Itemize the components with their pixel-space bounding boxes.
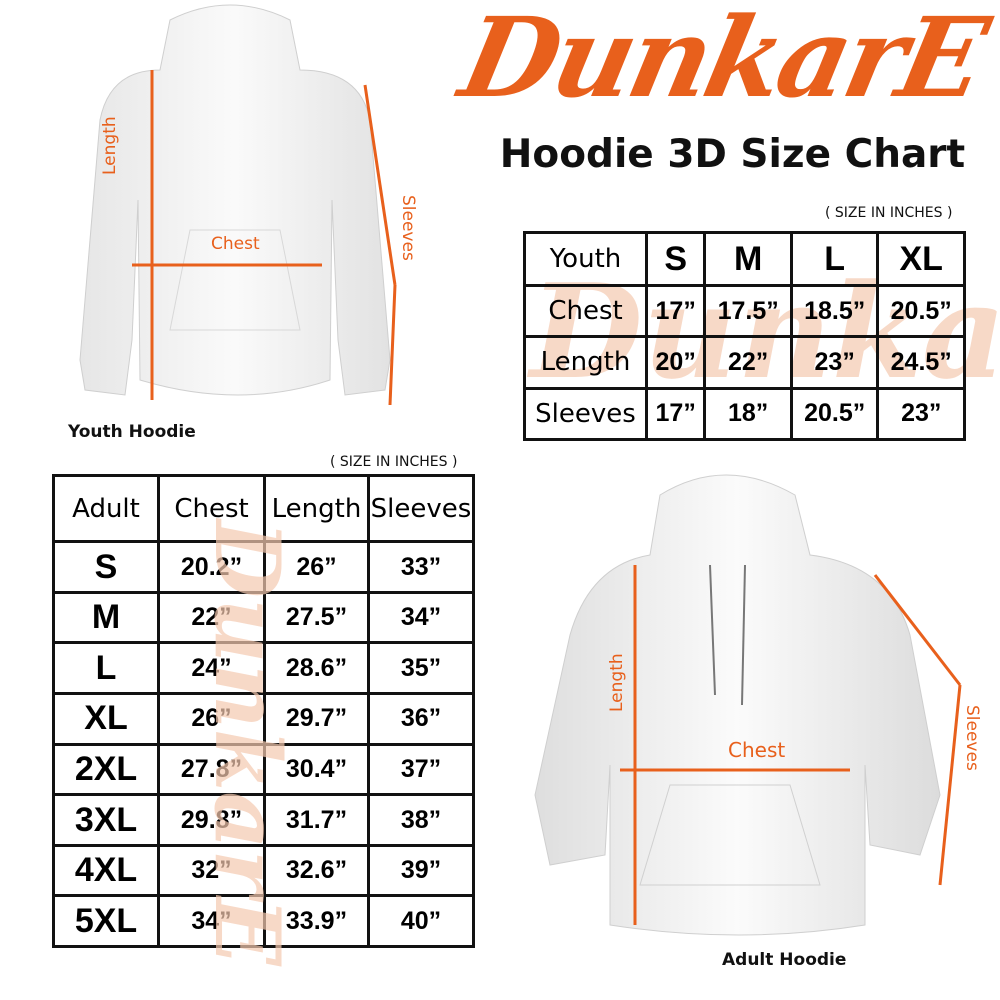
row-label: Sleeves (523, 386, 648, 442)
cell: 38” (367, 793, 475, 847)
cell: 24.5” (876, 335, 966, 390)
row-label: Length (523, 335, 648, 390)
cell: 20” (644, 335, 707, 390)
youth-chest-label: Chest (211, 234, 260, 254)
adult-sleeves-label: Sleeves (962, 705, 982, 771)
cell: 33.9” (263, 894, 370, 948)
header-cell: Chest (157, 473, 266, 544)
page-title: Hoodie 3D Size Chart (499, 132, 966, 177)
cell: 26” (263, 540, 370, 594)
cell: 20.2” (157, 540, 266, 594)
header-cell: S (644, 231, 707, 287)
size-label: 4XL (52, 843, 160, 898)
table-row: XL 26” 29.7” 36” (52, 692, 475, 746)
cell: 17” (644, 283, 707, 339)
youth-sleeves-label: Sleeves (398, 195, 418, 261)
youth-size-table: Youth S M L XL Chest 17” 17.5” 18.5” 20.… (523, 231, 966, 442)
cell: 27.5” (263, 590, 370, 645)
cell: 28.6” (263, 641, 370, 696)
youth-caption: Youth Hoodie (68, 422, 196, 442)
adult-chest-label: Chest (728, 738, 786, 762)
adult-hoodie-image (534, 474, 962, 936)
table-row: 4XL 32” 32.6” 39” (52, 843, 475, 898)
cell: 36” (367, 692, 475, 746)
row-label: Chest (523, 283, 648, 339)
size-label: 3XL (52, 793, 160, 847)
cell: 23” (789, 335, 880, 390)
youth-unit-note: ( SIZE IN INCHES ) (825, 205, 953, 221)
cell: 24” (157, 641, 266, 696)
size-label: 5XL (52, 894, 160, 948)
table-row: Chest 17” 17.5” 18.5” 20.5” (523, 283, 966, 339)
table-row: L 24” 28.6” 35” (52, 641, 475, 696)
cell: 22” (157, 590, 266, 645)
size-label: S (52, 540, 160, 594)
table-row: Sleeves 17” 18” 20.5” 23” (523, 386, 966, 442)
table-row: M 22” 27.5” 34” (52, 590, 475, 645)
header-cell: Adult (52, 473, 160, 544)
cell: 32.6” (263, 843, 370, 898)
cell: 29.8” (157, 793, 266, 847)
cell: 17.5” (703, 283, 793, 339)
brand-logo: DunkarE (450, 0, 995, 122)
cell: 34” (367, 590, 475, 645)
size-label: M (52, 590, 160, 645)
table-row: 5XL 34” 33.9” 40” (52, 894, 475, 948)
cell: 33” (367, 540, 475, 594)
cell: 17” (644, 386, 707, 442)
header-cell: Sleeves (367, 473, 475, 544)
table-row: S 20.2” 26” 33” (52, 540, 475, 594)
table-row: 3XL 29.8” 31.7” 38” (52, 793, 475, 847)
header-cell: Length (263, 473, 370, 544)
size-label: XL (52, 692, 160, 746)
cell: 35” (367, 641, 475, 696)
adult-size-table: Adult Chest Length Sleeves S 20.2” 26” 33” M… (52, 473, 475, 948)
cell: 18” (703, 386, 793, 442)
cell: 22” (703, 335, 793, 390)
cell: 20.5” (876, 283, 966, 339)
cell: 27.8” (157, 742, 266, 797)
table-row: 2XL 27.8” 30.4” 37” (52, 742, 475, 797)
header-cell: Youth (523, 231, 648, 287)
header-cell: L (789, 231, 880, 287)
cell: 23” (876, 386, 966, 442)
cell: 39” (367, 843, 475, 898)
cell: 30.4” (263, 742, 370, 797)
adult-unit-note: ( SIZE IN INCHES ) (330, 454, 458, 470)
header-cell: M (703, 231, 793, 287)
cell: 29.7” (263, 692, 370, 746)
cell: 31.7” (263, 793, 370, 847)
header-cell: XL (876, 231, 966, 287)
cell: 32” (157, 843, 266, 898)
cell: 40” (367, 894, 475, 948)
size-label: L (52, 641, 160, 696)
cell: 37” (367, 742, 475, 797)
cell: 34” (157, 894, 266, 948)
adult-caption: Adult Hoodie (722, 950, 847, 970)
size-label: 2XL (52, 742, 160, 797)
adult-length-label: Length (607, 653, 627, 712)
table-row: Length 20” 22” 23” 24.5” (523, 335, 966, 390)
cell: 18.5” (789, 283, 880, 339)
youth-length-label: Length (100, 116, 120, 175)
cell: 20.5” (789, 386, 880, 442)
youth-hoodie-image (79, 4, 397, 406)
cell: 26” (157, 692, 266, 746)
